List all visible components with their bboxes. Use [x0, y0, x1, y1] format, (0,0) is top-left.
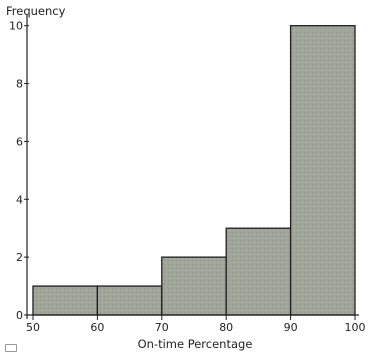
histogram-bar [162, 257, 226, 315]
y-tick-label: 2 [16, 251, 23, 264]
y-axis-label: Frequency [6, 4, 66, 18]
y-tick-label: 10 [9, 20, 23, 33]
x-tick-label: 60 [90, 321, 104, 334]
histogram-bar [291, 26, 355, 315]
x-tick-label: 50 [26, 321, 40, 334]
keyboard-icon [5, 344, 17, 352]
y-tick-label: 4 [16, 193, 23, 206]
y-tick-label: 6 [16, 135, 23, 148]
x-ticks: 50 60 70 80 90 100 [26, 315, 366, 334]
bars [33, 26, 355, 315]
histogram-bar [226, 228, 290, 315]
y-tick-label: 8 [16, 78, 23, 91]
x-tick-label: 100 [345, 321, 366, 334]
x-tick-label: 90 [284, 321, 298, 334]
histogram-bar [33, 286, 97, 315]
y-tick-label: 0 [16, 309, 23, 322]
x-tick-label: 70 [155, 321, 169, 334]
x-tick-label: 80 [219, 321, 233, 334]
y-ticks: 0 2 4 6 8 10 [9, 20, 29, 322]
histogram-bar [97, 286, 161, 315]
x-axis-label: On-time Percentage [138, 337, 253, 351]
